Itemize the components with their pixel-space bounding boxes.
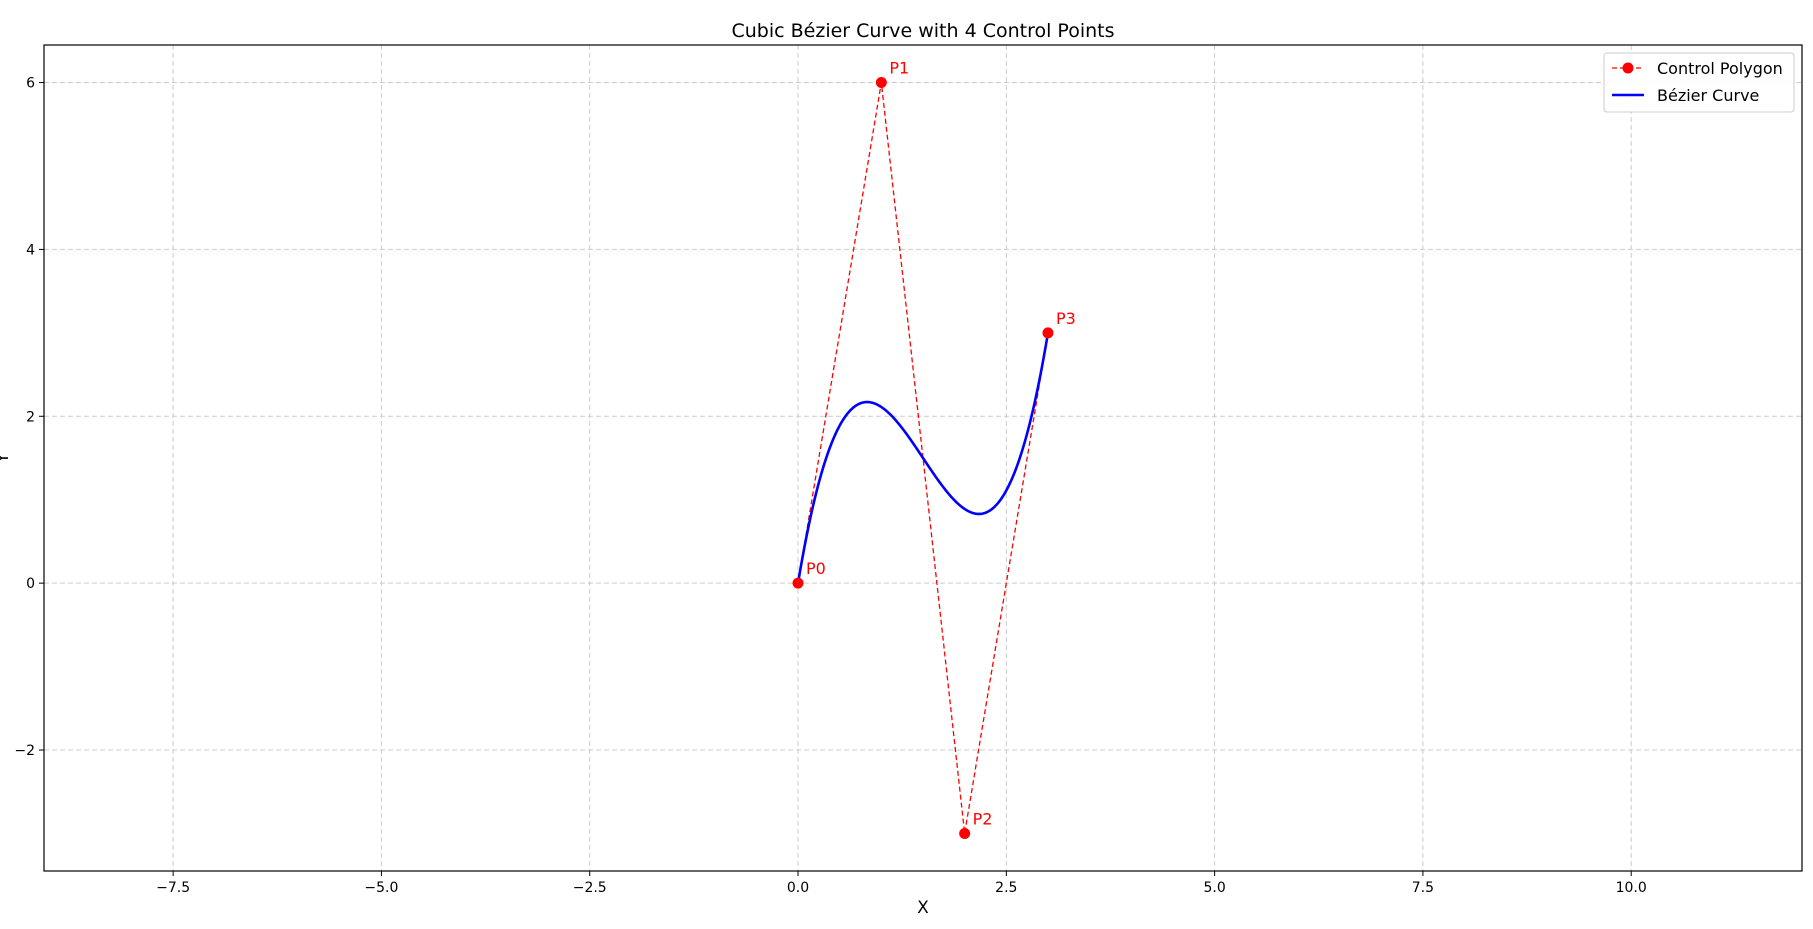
bezier-curve-line (796, 332, 1050, 584)
y-tick-label-0: −2 (14, 743, 35, 759)
control-point-p3 (1042, 327, 1054, 339)
y-tick-label-1: 0 (26, 576, 35, 592)
x-tick-label-6: 7.5 (1412, 880, 1434, 896)
control-point-label-p2: P2 (973, 809, 993, 828)
x-tick-label-3: 0.0 (787, 880, 809, 896)
control-point-label-p3: P3 (1056, 309, 1076, 328)
control-point-p2 (959, 827, 971, 839)
x-tick-label-5: 5.0 (1203, 880, 1225, 896)
x-tick-label-1: −5.0 (364, 880, 398, 896)
y-tick-label-3: 4 (26, 242, 35, 258)
x-tick-label-4: 2.5 (995, 880, 1017, 896)
control-point-label-p1: P1 (889, 59, 909, 78)
plot-frame (43, 44, 1803, 872)
y-tick-label-2: 2 (26, 409, 35, 425)
legend-box (1603, 52, 1795, 113)
chart-title: Cubic Bézier Curve with 4 Control Points (731, 20, 1114, 42)
y-axis-label: Y (0, 452, 13, 464)
control-point-label-p0: P0 (806, 559, 826, 578)
legend: Control Polygon Bézier Curve (1603, 52, 1795, 113)
control-point-p1 (875, 77, 887, 89)
x-tick-label-7: 10.0 (1616, 880, 1647, 896)
legend-marker-control-polygon (1622, 62, 1634, 74)
control-point-p0 (792, 577, 804, 589)
x-axis-label: X (917, 898, 929, 918)
x-tick-label-2: −2.5 (573, 880, 607, 896)
x-tick-label-0: −7.5 (156, 880, 190, 896)
legend-label-control-polygon: Control Polygon (1657, 59, 1783, 78)
legend-label-bezier-curve: Bézier Curve (1657, 86, 1759, 105)
y-tick-label-4: 6 (26, 76, 35, 92)
control-polygon-line (797, 82, 1049, 834)
